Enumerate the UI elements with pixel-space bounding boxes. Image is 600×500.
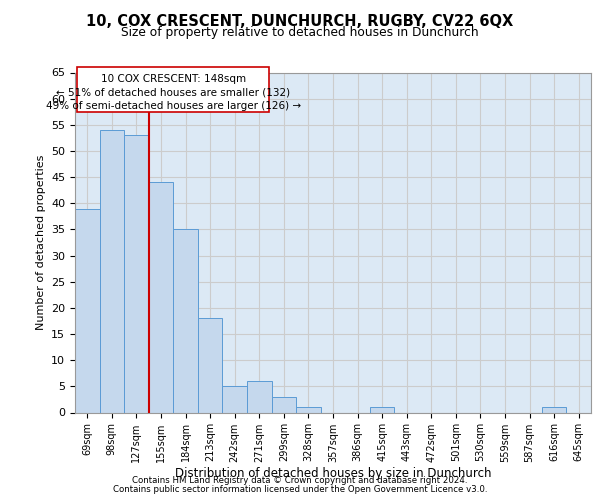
- Bar: [223, 386, 247, 412]
- Text: Contains public sector information licensed under the Open Government Licence v3: Contains public sector information licen…: [113, 485, 487, 494]
- Bar: [272, 397, 296, 412]
- Text: 10, COX CRESCENT, DUNCHURCH, RUGBY, CV22 6QX: 10, COX CRESCENT, DUNCHURCH, RUGBY, CV22…: [86, 14, 514, 29]
- Text: ← 51% of detached houses are smaller (132): ← 51% of detached houses are smaller (13…: [56, 87, 290, 97]
- Text: Size of property relative to detached houses in Dunchurch: Size of property relative to detached ho…: [121, 26, 479, 39]
- Bar: [542, 408, 566, 412]
- Bar: [124, 136, 149, 412]
- Bar: [173, 230, 198, 412]
- Bar: [149, 182, 173, 412]
- Text: Contains HM Land Registry data © Crown copyright and database right 2024.: Contains HM Land Registry data © Crown c…: [132, 476, 468, 485]
- Text: 10 COX CRESCENT: 148sqm: 10 COX CRESCENT: 148sqm: [101, 74, 246, 84]
- Bar: [370, 408, 394, 412]
- Y-axis label: Number of detached properties: Number of detached properties: [35, 155, 46, 330]
- Text: 49% of semi-detached houses are larger (126) →: 49% of semi-detached houses are larger (…: [46, 102, 301, 112]
- Bar: [75, 208, 100, 412]
- X-axis label: Distribution of detached houses by size in Dunchurch: Distribution of detached houses by size …: [175, 467, 491, 480]
- Bar: [247, 381, 272, 412]
- Bar: [296, 408, 321, 412]
- Bar: [77, 68, 269, 112]
- Bar: [198, 318, 223, 412]
- Bar: [100, 130, 124, 412]
